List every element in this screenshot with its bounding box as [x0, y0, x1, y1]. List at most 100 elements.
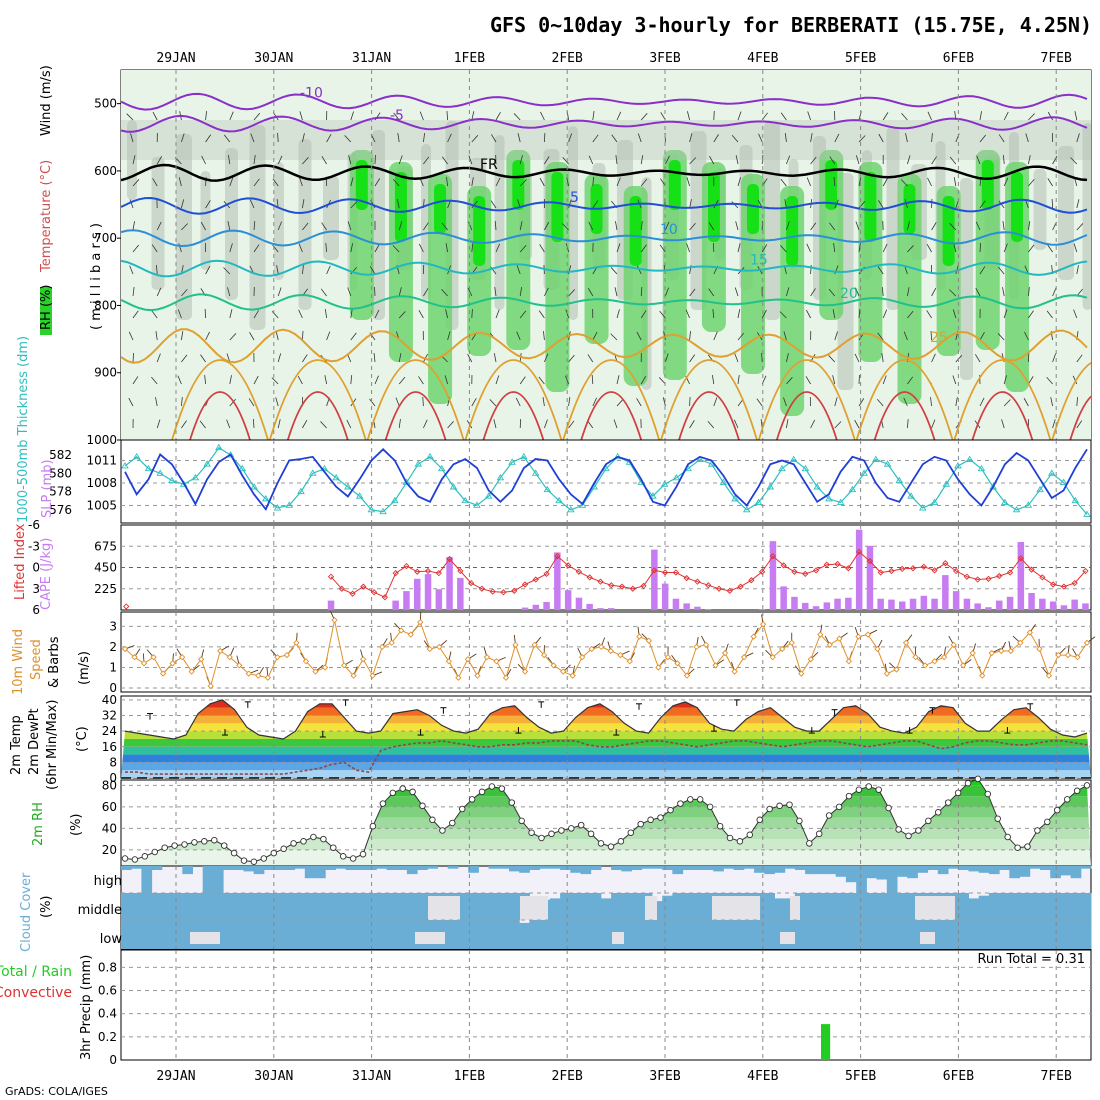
cloud-cell: [1039, 866, 1051, 870]
wind10m-point: [264, 674, 272, 681]
cloud-cell: [1080, 920, 1092, 949]
cloud-cell: [223, 920, 234, 949]
rh-point: [1063, 796, 1071, 803]
cloud-cell: [743, 866, 755, 869]
wind-barb: [1052, 155, 1058, 165]
wind-barb: [805, 376, 811, 385]
wind-barb: [253, 112, 261, 121]
wind-barb: [780, 245, 787, 253]
wind10m-point: [331, 617, 338, 624]
cloud-cell: [845, 866, 857, 883]
cloud-cell: [315, 920, 326, 949]
wind-barb: [903, 331, 908, 341]
rh-point: [409, 788, 416, 796]
thickness-point: [297, 487, 305, 495]
thickness-point: [555, 496, 563, 504]
wind10m-point: [1017, 639, 1024, 646]
wind10m-point: [826, 641, 833, 648]
cape-bar: [554, 552, 561, 610]
thickness-point: [742, 505, 751, 513]
wind-barb: [252, 418, 255, 429]
cloud-cell: [815, 866, 826, 875]
wind-barb: [1003, 177, 1009, 187]
wind-barb: [568, 420, 575, 429]
wind-barb: [302, 330, 304, 341]
wind10m-point: [883, 670, 891, 677]
rh-point: [637, 820, 644, 828]
wind-barb: [1046, 376, 1053, 385]
millibars-axis-label: ( m i l l i b a r s ): [89, 223, 104, 330]
wind10m-point: [664, 654, 672, 661]
wind-barb: [616, 399, 624, 407]
rh-point: [786, 801, 793, 808]
wind10m-point: [721, 649, 729, 657]
cloud-cell: [866, 893, 878, 920]
temp-band: [121, 723, 1091, 732]
wind-barb: [540, 111, 545, 121]
rh-point: [746, 831, 754, 839]
cape-bar: [812, 606, 820, 610]
cloud-cell: [897, 920, 908, 949]
cape-bar: [996, 600, 1003, 610]
wind-barb: [878, 200, 884, 209]
wind-barb: [807, 111, 811, 121]
wind10m-point: [645, 637, 652, 644]
rh-point: [944, 799, 952, 806]
tick-label: 600: [94, 164, 117, 178]
wind-barb: [544, 156, 550, 165]
cloud-cell: [1060, 920, 1072, 949]
rh-point: [1083, 782, 1091, 789]
wind-barb: [665, 221, 670, 231]
wind-barb: [490, 200, 497, 209]
wind-barb: [686, 243, 690, 253]
cloud-cell: [192, 893, 204, 920]
wind-barb: [806, 177, 811, 187]
wind-barb: [613, 419, 618, 429]
wind-barb: [588, 221, 594, 231]
rh-point: [647, 816, 654, 824]
low-cloud-gap: [612, 932, 624, 944]
wind10m-point: [1007, 647, 1014, 655]
lifted-point: [823, 561, 830, 568]
wind-barb: [689, 133, 693, 143]
thickness-point: [156, 469, 164, 476]
rh-point: [865, 783, 873, 790]
rh-point: [845, 792, 853, 800]
wind10m-point: [836, 635, 843, 642]
wind-barb: [735, 221, 739, 231]
date-label-top: 6FEB: [943, 51, 974, 66]
temp-label-4: (°C): [75, 726, 90, 752]
cloud-cell: [284, 920, 296, 949]
cloud-cell: [1070, 893, 1082, 920]
rh-gray-cell: [225, 148, 238, 300]
wind-barb: [592, 134, 599, 143]
rh-point: [617, 838, 625, 845]
thickness-point: [1012, 505, 1021, 513]
cloud-cell: [856, 866, 867, 893]
wind-barb: [1024, 331, 1029, 341]
thickness-point: [543, 485, 552, 493]
wind-barb: [1001, 419, 1005, 429]
wind-barb: [979, 332, 985, 341]
thickness-axis-label: 1000-500mb Thickness (dm): [16, 336, 31, 523]
thickness-point: [567, 505, 575, 513]
thickness-point: [203, 460, 211, 467]
tick-label: -3: [28, 539, 40, 553]
wind-barb: [126, 113, 134, 121]
wind-barb: [975, 354, 981, 363]
wind-barb: [689, 420, 695, 429]
wind10m-point: [255, 672, 262, 679]
rh-point: [478, 788, 486, 796]
cloud-cell: [1080, 866, 1092, 869]
wind-barb: [737, 111, 742, 121]
contour-label: 5: [570, 190, 579, 206]
wind-barb: [350, 177, 354, 187]
cloud-cell: [784, 866, 796, 869]
rh-point: [121, 855, 129, 862]
thickness-point: [484, 492, 493, 499]
wind10m-point: [855, 633, 862, 640]
tick-label: 700: [94, 231, 117, 245]
cloud-cell: [835, 866, 847, 877]
wind-barb: [616, 177, 621, 187]
